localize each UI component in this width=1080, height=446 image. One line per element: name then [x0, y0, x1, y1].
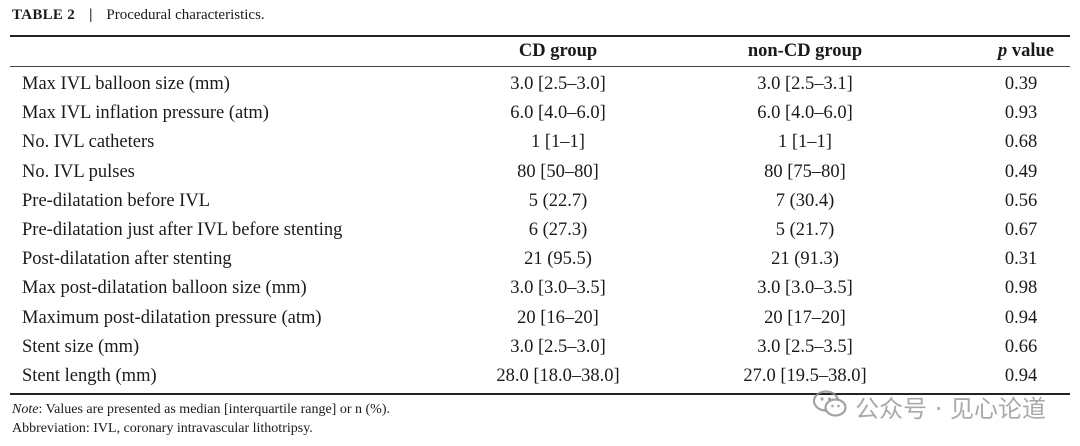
p-value: 0.66 — [1004, 336, 1038, 357]
header-cd-group: CD group — [518, 41, 598, 61]
row-label: Max post-dilatation balloon size (mm) — [22, 278, 307, 299]
noncd-value: 21 (91.3) — [771, 249, 839, 270]
row-label: Stent length (mm) — [22, 365, 157, 386]
row-label: Pre-dilatation just after IVL before ste… — [22, 219, 343, 240]
note-prefix: Note — [12, 402, 39, 417]
p-value: 0.93 — [1004, 103, 1038, 124]
header-p-rest: value — [1007, 41, 1054, 61]
table-row: Pre-dilatation before IVL 5 (22.7) 7 (30… — [0, 187, 1080, 216]
header-p-value: p value — [998, 41, 1054, 62]
p-value: 0.49 — [1004, 161, 1038, 182]
table-note: Note: Values are presented as median [in… — [12, 402, 390, 418]
p-value: 0.67 — [1004, 219, 1038, 240]
p-value: 0.31 — [1004, 249, 1038, 270]
noncd-value: 3.0 [2.5–3.1] — [757, 74, 853, 94]
cd-value: 1 [1–1] — [531, 132, 585, 153]
watermark-text: 公众号 · 见心论道 — [855, 395, 1046, 423]
p-value: 0.94 — [1004, 307, 1038, 328]
watermark: 公众号 · 见心论道 — [813, 389, 1046, 424]
p-value: 0.56 — [1004, 190, 1038, 211]
cd-value: 6.0 [4.0–6.0] — [510, 103, 606, 124]
top-rule — [10, 35, 1070, 37]
noncd-value: 5 (21.7) — [775, 219, 835, 240]
abbreviation-note: Abbreviation: IVL, coronary intravascula… — [12, 421, 313, 436]
table-row: Maximum post-dilatation pressure (atm) 2… — [0, 304, 1080, 333]
cd-value: 6 (27.3) — [528, 219, 588, 240]
table-row: No. IVL catheters 1 [1–1] 1 [1–1] 0.68 — [0, 128, 1080, 157]
table-row: No. IVL pulses 80 [50–80] 80 [75–80] 0.4… — [0, 158, 1080, 187]
cd-value: 80 [50–80] — [517, 161, 599, 182]
cd-value: 3.0 [2.5–3.0] — [510, 336, 606, 357]
cd-value: 3.0 [3.0–3.5] — [510, 278, 606, 299]
table-row: Pre-dilatation just after IVL before ste… — [0, 216, 1080, 245]
row-label: Stent size (mm) — [22, 336, 140, 357]
table-row: Post-dilatation after stenting 21 (95.5)… — [0, 245, 1080, 274]
row-label: Pre-dilatation before IVL — [22, 190, 211, 211]
table-title: Procedural characteristics. — [106, 7, 265, 23]
table-body: Max IVL balloon size (mm) 3.0 [2.5–3.0] … — [0, 70, 1080, 391]
table-number: TABLE 2 — [12, 7, 76, 23]
header-p-italic: p — [997, 41, 1008, 61]
row-label: Max IVL inflation pressure (atm) — [22, 103, 269, 124]
caption-separator: | — [89, 7, 93, 23]
noncd-value: 7 (30.4) — [775, 190, 835, 211]
noncd-value: 80 [75–80] — [764, 161, 846, 182]
cd-value: 5 (22.7) — [528, 190, 588, 211]
row-label: Maximum post-dilatation pressure (atm) — [22, 307, 322, 328]
row-label: No. IVL pulses — [22, 161, 135, 182]
header-rule — [10, 66, 1070, 67]
table-row: Max IVL inflation pressure (atm) 6.0 [4.… — [0, 99, 1080, 128]
cd-value: 3.0 [2.5–3.0] — [510, 74, 606, 94]
row-label: No. IVL catheters — [22, 132, 155, 153]
cd-value: 28.0 [18.0–38.0] — [496, 365, 620, 386]
noncd-value: 6.0 [4.0–6.0] — [757, 103, 853, 124]
p-value: 0.98 — [1004, 278, 1038, 299]
p-value: 0.94 — [1004, 365, 1038, 386]
bottom-rule — [10, 393, 1070, 395]
table-row: Stent size (mm) 3.0 [2.5–3.0] 3.0 [2.5–3… — [0, 333, 1080, 362]
row-label: Max IVL balloon size (mm) — [22, 74, 230, 94]
cd-value: 21 (95.5) — [524, 249, 592, 270]
noncd-value: 3.0 [2.5–3.5] — [757, 336, 853, 357]
table-caption: TABLE 2 | Procedural characteristics. — [12, 7, 265, 24]
table-row: Stent length (mm) 28.0 [18.0–38.0] 27.0 … — [0, 362, 1080, 391]
table-row: Max IVL balloon size (mm) 3.0 [2.5–3.0] … — [0, 70, 1080, 99]
noncd-value: 20 [17–20] — [764, 307, 846, 328]
p-value: 0.39 — [1004, 74, 1038, 94]
row-label: Post-dilatation after stenting — [22, 249, 232, 270]
wechat-icon — [813, 389, 855, 424]
p-value: 0.68 — [1004, 132, 1038, 153]
noncd-value: 3.0 [3.0–3.5] — [757, 278, 853, 299]
cd-value: 20 [16–20] — [517, 307, 599, 328]
note-text: : Values are presented as median [interq… — [38, 402, 390, 417]
noncd-value: 27.0 [19.5–38.0] — [743, 365, 867, 386]
table-row: Max post-dilatation balloon size (mm) 3.… — [0, 274, 1080, 303]
header-noncd-group: non-CD group — [747, 41, 863, 61]
noncd-value: 1 [1–1] — [778, 132, 832, 153]
